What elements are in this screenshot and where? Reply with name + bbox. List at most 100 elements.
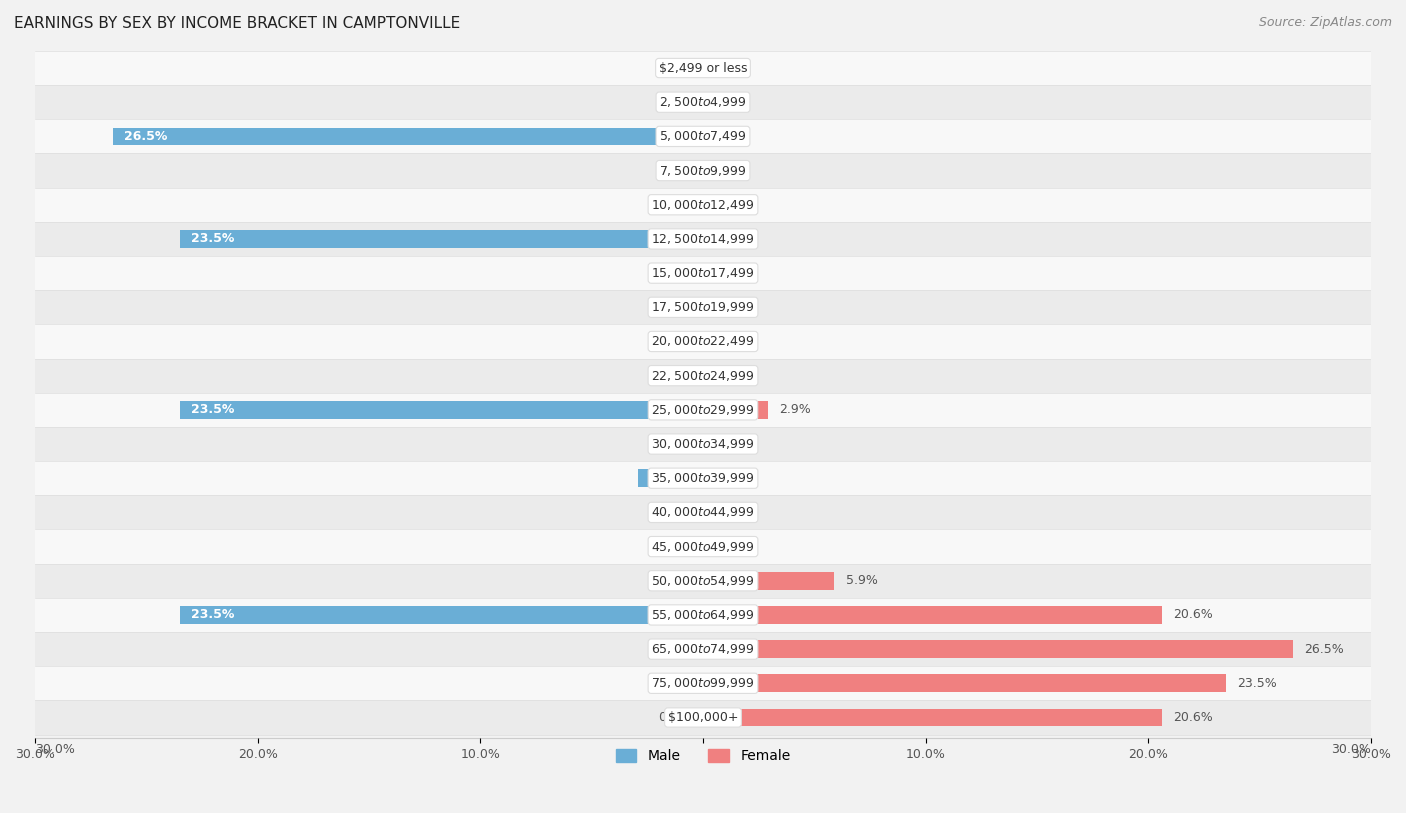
Text: 0.0%: 0.0% bbox=[658, 574, 689, 587]
Text: 0.0%: 0.0% bbox=[658, 335, 689, 348]
Text: 0.0%: 0.0% bbox=[717, 233, 748, 246]
Bar bbox=[703, 537, 711, 555]
Bar bbox=[180, 230, 703, 248]
Text: 0.0%: 0.0% bbox=[717, 62, 748, 75]
Text: 0.0%: 0.0% bbox=[717, 267, 748, 280]
Text: $25,000 to $29,999: $25,000 to $29,999 bbox=[651, 403, 755, 417]
Bar bbox=[35, 188, 1371, 222]
Text: 2.9%: 2.9% bbox=[650, 472, 685, 485]
Text: 0.0%: 0.0% bbox=[658, 164, 689, 177]
Bar bbox=[695, 503, 703, 521]
Bar bbox=[695, 93, 703, 111]
Text: $55,000 to $64,999: $55,000 to $64,999 bbox=[651, 608, 755, 622]
Bar bbox=[35, 85, 1371, 120]
Text: $2,500 to $4,999: $2,500 to $4,999 bbox=[659, 95, 747, 109]
Text: 0.0%: 0.0% bbox=[717, 472, 748, 485]
Text: 0.0%: 0.0% bbox=[658, 642, 689, 655]
Text: 0.0%: 0.0% bbox=[717, 506, 748, 519]
Text: 0.0%: 0.0% bbox=[658, 676, 689, 689]
Text: 0.0%: 0.0% bbox=[658, 62, 689, 75]
Text: 26.5%: 26.5% bbox=[124, 130, 167, 143]
Bar bbox=[703, 59, 711, 77]
Text: 23.5%: 23.5% bbox=[191, 403, 235, 416]
Bar bbox=[703, 606, 1161, 624]
Bar bbox=[180, 401, 703, 419]
Bar bbox=[703, 367, 711, 385]
Bar bbox=[695, 537, 703, 555]
Text: $40,000 to $44,999: $40,000 to $44,999 bbox=[651, 506, 755, 520]
Text: EARNINGS BY SEX BY INCOME BRACKET IN CAMPTONVILLE: EARNINGS BY SEX BY INCOME BRACKET IN CAM… bbox=[14, 16, 460, 31]
Text: $17,500 to $19,999: $17,500 to $19,999 bbox=[651, 300, 755, 315]
Bar bbox=[703, 469, 711, 487]
Bar bbox=[695, 572, 703, 589]
Text: 0.0%: 0.0% bbox=[717, 540, 748, 553]
Bar bbox=[35, 222, 1371, 256]
Text: 0.0%: 0.0% bbox=[717, 437, 748, 450]
Text: 0.0%: 0.0% bbox=[658, 540, 689, 553]
Text: 0.0%: 0.0% bbox=[717, 198, 748, 211]
Bar bbox=[35, 461, 1371, 495]
Bar bbox=[703, 675, 1226, 692]
Bar bbox=[703, 401, 768, 419]
Text: 26.5%: 26.5% bbox=[1305, 642, 1344, 655]
Text: 2.9%: 2.9% bbox=[779, 403, 810, 416]
Bar bbox=[35, 290, 1371, 324]
Text: 0.0%: 0.0% bbox=[658, 506, 689, 519]
Text: $20,000 to $22,499: $20,000 to $22,499 bbox=[651, 334, 755, 349]
Text: $15,000 to $17,499: $15,000 to $17,499 bbox=[651, 266, 755, 280]
Text: 0.0%: 0.0% bbox=[658, 96, 689, 109]
Text: 23.5%: 23.5% bbox=[191, 608, 235, 621]
Bar bbox=[695, 640, 703, 658]
Bar bbox=[35, 427, 1371, 461]
Text: 0.0%: 0.0% bbox=[658, 437, 689, 450]
Text: $5,000 to $7,499: $5,000 to $7,499 bbox=[659, 129, 747, 143]
Text: 5.9%: 5.9% bbox=[845, 574, 877, 587]
Bar bbox=[703, 333, 711, 350]
Text: 20.6%: 20.6% bbox=[1173, 608, 1212, 621]
Bar bbox=[703, 93, 711, 111]
Bar bbox=[35, 598, 1371, 632]
Text: 0.0%: 0.0% bbox=[717, 335, 748, 348]
Bar bbox=[35, 495, 1371, 529]
Bar bbox=[695, 59, 703, 77]
Bar bbox=[35, 632, 1371, 666]
Text: 30.0%: 30.0% bbox=[35, 743, 75, 756]
Text: 20.6%: 20.6% bbox=[1173, 711, 1212, 724]
Text: 0.0%: 0.0% bbox=[717, 96, 748, 109]
Bar bbox=[638, 469, 703, 487]
Bar bbox=[695, 162, 703, 180]
Text: $50,000 to $54,999: $50,000 to $54,999 bbox=[651, 574, 755, 588]
Bar bbox=[695, 298, 703, 316]
Text: $30,000 to $34,999: $30,000 to $34,999 bbox=[651, 437, 755, 451]
Text: 0.0%: 0.0% bbox=[658, 301, 689, 314]
Bar bbox=[35, 154, 1371, 188]
Bar bbox=[695, 675, 703, 692]
Bar bbox=[35, 393, 1371, 427]
Legend: Male, Female: Male, Female bbox=[610, 744, 796, 769]
Text: 0.0%: 0.0% bbox=[717, 369, 748, 382]
Text: 0.0%: 0.0% bbox=[717, 164, 748, 177]
Bar bbox=[35, 120, 1371, 154]
Text: 23.5%: 23.5% bbox=[191, 233, 235, 246]
Bar bbox=[695, 264, 703, 282]
Text: $7,500 to $9,999: $7,500 to $9,999 bbox=[659, 163, 747, 177]
Bar bbox=[703, 503, 711, 521]
Bar bbox=[35, 563, 1371, 598]
Bar bbox=[695, 367, 703, 385]
Bar bbox=[35, 359, 1371, 393]
Bar bbox=[703, 298, 711, 316]
Bar bbox=[695, 435, 703, 453]
Text: 30.0%: 30.0% bbox=[1331, 743, 1371, 756]
Text: $2,499 or less: $2,499 or less bbox=[659, 62, 747, 75]
Bar bbox=[35, 666, 1371, 700]
Text: $45,000 to $49,999: $45,000 to $49,999 bbox=[651, 540, 755, 554]
Text: 0.0%: 0.0% bbox=[658, 267, 689, 280]
Bar bbox=[703, 264, 711, 282]
Text: Source: ZipAtlas.com: Source: ZipAtlas.com bbox=[1258, 16, 1392, 29]
Bar bbox=[703, 196, 711, 214]
Text: $65,000 to $74,999: $65,000 to $74,999 bbox=[651, 642, 755, 656]
Text: 0.0%: 0.0% bbox=[658, 369, 689, 382]
Bar bbox=[35, 51, 1371, 85]
Text: $12,500 to $14,999: $12,500 to $14,999 bbox=[651, 232, 755, 246]
Bar bbox=[35, 256, 1371, 290]
